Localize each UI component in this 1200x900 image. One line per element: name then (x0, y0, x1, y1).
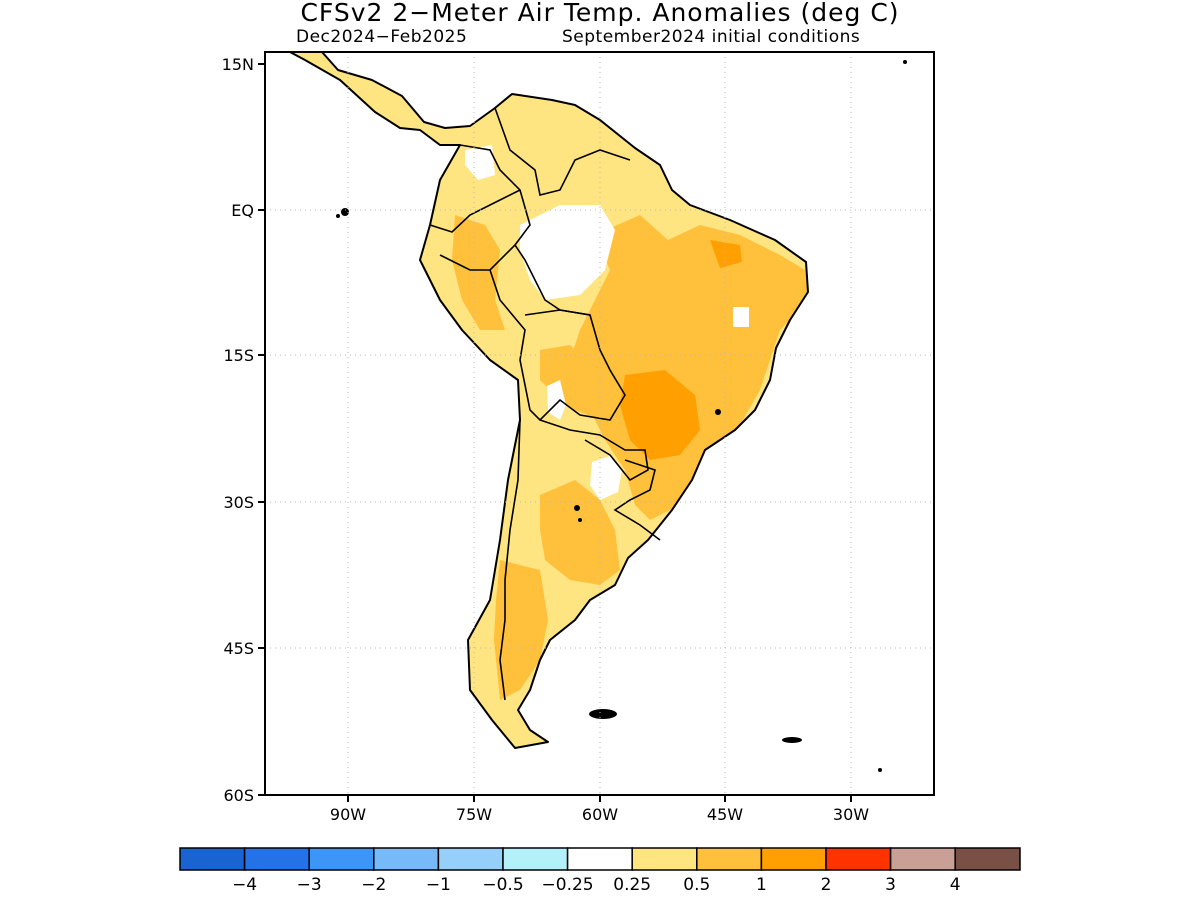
anomaly-neutral-cell (733, 307, 749, 327)
colorbar: −4 −3 −2 −1 −0.5 −0.25 0.25 0.5 1 2 3 4 (179, 847, 1021, 895)
colorbar-tick-label: −4 (232, 875, 257, 895)
anomaly-1-to-2-northeast (710, 240, 742, 268)
colorbar-tick-label: −2 (361, 875, 386, 895)
colorbar-tick-label: 1 (756, 875, 767, 895)
anomaly-0-5-to-1-patagonia (494, 560, 548, 700)
lon-label-75w: 75W (456, 805, 492, 824)
anomaly-1-to-2 (620, 370, 700, 460)
colorbar-tick-label: 4 (950, 875, 961, 895)
anomaly-neutral-colombia (465, 145, 495, 180)
lat-label-15s: 15S (223, 346, 254, 365)
lon-label-30w: 30W (833, 805, 869, 824)
lon-label-90w: 90W (330, 805, 366, 824)
colorbar-swatch (373, 847, 440, 871)
colorbar-tick-label: 2 (821, 875, 832, 895)
colorbar-swatch (954, 847, 1021, 871)
colorbar-tick-label: 3 (885, 875, 896, 895)
colorbar-tick-label: −0.25 (542, 875, 594, 895)
initial-conditions: September2024 initial conditions (562, 27, 861, 47)
country-borders (429, 107, 661, 701)
lat-label-eq: EQ (231, 201, 254, 220)
lat-label-15n: 15N (222, 55, 254, 74)
coastline (289, 51, 809, 749)
islands (336, 60, 907, 772)
forecast-period: Dec2024−Feb2025 (296, 27, 468, 47)
colorbar-swatch (760, 847, 827, 871)
colorbar-swatch (631, 847, 698, 871)
colorbar-swatch (889, 847, 956, 871)
anomaly-0-5-to-1-peru (452, 215, 505, 330)
colorbar-tick-label: −0.5 (482, 875, 523, 895)
colorbar-swatch (243, 847, 310, 871)
colorbar-tick-label: −1 (426, 875, 451, 895)
colorbar-tick-label: −3 (297, 875, 322, 895)
anomaly-0-5-to-1-argentina (540, 480, 620, 585)
colorbar-swatch (566, 847, 633, 871)
colorbar-swatch (825, 847, 892, 871)
longitude-axis: 90W 75W 60W 45W 30W (330, 795, 869, 824)
colorbar-swatch (308, 847, 375, 871)
colorbar-swatch (696, 847, 763, 871)
anomaly-neutral-chaco (590, 456, 622, 500)
lon-label-60w: 60W (582, 805, 618, 824)
anomaly-0-5-to-1-brazil (570, 215, 808, 520)
lat-label-60s: 60S (223, 786, 254, 805)
colorbar-tick-label: 0.5 (683, 875, 710, 895)
colorbar-swatch (179, 847, 246, 871)
colorbar-swatch (502, 847, 569, 871)
colorbar-swatch (437, 847, 504, 871)
anomaly-neutral-altiplano (547, 380, 566, 420)
anomaly-0-5-to-1-bolivia (540, 345, 615, 420)
lat-label-45s: 45S (223, 639, 254, 658)
colorbar-tick-label: 0.25 (613, 875, 651, 895)
anomaly-neutral-amazon (520, 205, 615, 300)
latitude-axis: 15N EQ 15S 30S 45S 60S (222, 55, 265, 805)
lon-label-45w: 45W (707, 805, 743, 824)
map-title: CFSv2 2−Meter Air Temp. Anomalies (deg C… (300, 0, 900, 27)
lat-label-30s: 30S (223, 493, 254, 512)
